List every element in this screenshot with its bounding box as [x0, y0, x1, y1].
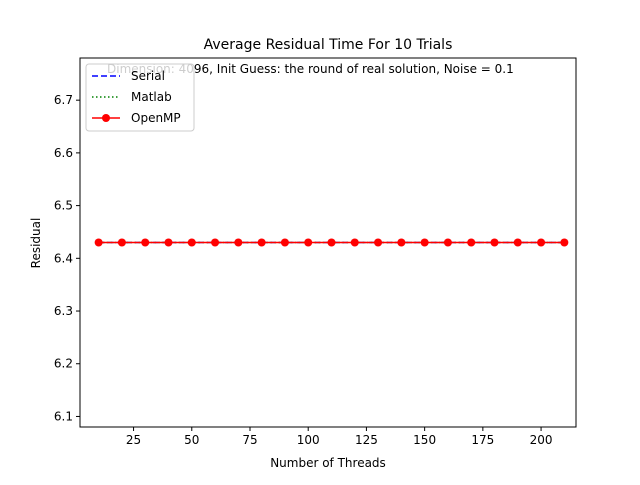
data-point-openmp — [117, 238, 126, 247]
data-point-openmp — [280, 238, 289, 247]
y-axis-label: Residual — [29, 218, 43, 269]
data-point-openmp — [397, 238, 406, 247]
x-tick-label: 75 — [242, 433, 257, 447]
x-tick-label: 25 — [126, 433, 141, 447]
y-tick-label: 6.4 — [54, 251, 73, 265]
y-tick-label: 6.2 — [54, 357, 73, 371]
data-point-openmp — [304, 238, 313, 247]
data-point-openmp — [164, 238, 173, 247]
data-point-openmp — [537, 238, 546, 247]
data-point-openmp — [94, 238, 103, 247]
data-point-openmp — [211, 238, 220, 247]
data-point-openmp — [350, 238, 359, 247]
legend-label-serial: Serial — [131, 69, 165, 83]
legend-marker-openmp — [102, 114, 110, 122]
data-point-openmp — [187, 238, 196, 247]
data-point-openmp — [257, 238, 266, 247]
plot-frame — [79, 57, 577, 428]
chart-annotation: Dimension: 4096, Init Guess: the round o… — [107, 62, 514, 76]
data-point-openmp — [374, 238, 383, 247]
legend-label-matlab: Matlab — [131, 90, 172, 104]
y-tick-label: 6.5 — [54, 199, 73, 213]
data-point-openmp — [490, 238, 499, 247]
data-point-openmp — [420, 238, 429, 247]
x-tick-label: 50 — [184, 433, 199, 447]
y-axis-ticks: 6.1 6.2 6.3 6.4 6.5 6.6 6.7 — [54, 93, 80, 423]
x-tick-label: 125 — [355, 433, 378, 447]
data-point-openmp — [234, 238, 243, 247]
data-point-openmp — [141, 238, 150, 247]
x-tick-label: 175 — [471, 433, 494, 447]
data-point-openmp — [560, 238, 569, 247]
legend-box — [85, 63, 195, 132]
legend-label-openmp: OpenMP — [131, 111, 181, 125]
data-point-openmp — [513, 238, 522, 247]
y-tick-label: 6.3 — [54, 304, 73, 318]
data-point-openmp — [327, 238, 336, 247]
x-axis-label: Number of Threads — [270, 456, 386, 470]
x-tick-label: 200 — [530, 433, 553, 447]
data-point-openmp — [467, 238, 476, 247]
legend: Serial Matlab OpenMP — [85, 63, 195, 132]
y-tick-label: 6.7 — [54, 93, 73, 107]
data-point-openmp — [443, 238, 452, 247]
y-tick-label: 6.1 — [54, 409, 73, 423]
x-axis-ticks: 25 50 75 100 125 150 175 200 — [126, 427, 553, 447]
y-tick-label: 6.6 — [54, 146, 73, 160]
x-tick-label: 150 — [413, 433, 436, 447]
chart-title: Average Residual Time For 10 Trials — [204, 37, 453, 53]
series-layer — [94, 238, 569, 247]
x-tick-label: 100 — [297, 433, 320, 447]
